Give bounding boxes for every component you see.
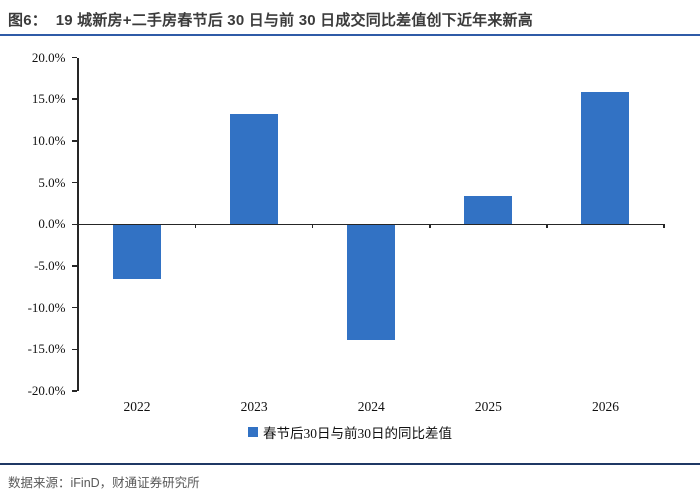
bar-2023 [230, 114, 279, 225]
footer-rule [0, 463, 700, 465]
y-axis-tick-label: -15.0% [27, 341, 66, 357]
title-underline-rule [0, 34, 700, 36]
y-axis-tick-label: 5.0% [38, 174, 66, 190]
x-axis-label-2026: 2026 [591, 399, 619, 414]
figure-label: 图6： [8, 12, 47, 29]
x-axis-label-2025: 2025 [474, 399, 502, 414]
x-axis-tick [429, 224, 431, 229]
x-axis-label-2024: 2024 [357, 399, 385, 414]
y-axis-tick [72, 181, 77, 184]
y-axis-tick [72, 390, 77, 392]
y-axis-tick [72, 223, 77, 226]
data-source-text: 数据来源：iFinD，财通证券研究所 [8, 476, 200, 490]
y-axis-tick [72, 140, 77, 142]
y-axis-tick [72, 265, 77, 267]
x-axis-tick [663, 224, 665, 229]
y-axis-tick-label: 20.0% [31, 49, 66, 65]
y-axis-tick [72, 306, 77, 309]
y-axis-tick-label: -20.0% [27, 383, 66, 399]
y-axis-tick [72, 348, 77, 351]
bar-2024 [347, 225, 396, 341]
bar-2026 [581, 91, 630, 225]
x-axis-tick [546, 224, 548, 229]
y-axis-tick-label: 15.0% [31, 91, 66, 107]
legend-marker-swatch [248, 427, 258, 437]
y-axis-line [77, 57, 79, 392]
y-axis-tick [72, 56, 77, 59]
x-axis-label-2022: 2022 [123, 399, 151, 414]
x-axis-tick [311, 224, 314, 229]
x-axis-line [78, 223, 664, 226]
figure-title-text: 19 城新房+二手房春节后 30 日与前 30 日成交同比差值创下近年来新高 [55, 12, 533, 29]
x-axis-label-2023: 2023 [240, 399, 268, 414]
y-axis-tick-label: 0.0% [38, 216, 66, 232]
bar-2022 [113, 225, 162, 280]
bar-2025 [464, 195, 513, 225]
y-axis-tick-label: -5.0% [34, 257, 66, 273]
x-axis-tick [194, 224, 197, 229]
chart-legend: 春节后30日与前30日的同比差值 [0, 422, 700, 442]
bar-chart: 20.0% 15.0% 10.0% 5.0% 0.0% -5.0% -10.0% -15.0%… [27, 49, 665, 414]
y-axis-tick-label: 10.0% [31, 132, 66, 148]
y-axis-tick-label: -10.0% [27, 299, 66, 315]
legend-series-label: 春节后30日与前30日的同比差值 [263, 426, 452, 441]
y-axis-tick [72, 98, 77, 100]
figure-title: 图6： 19 城新房+二手房春节后 30 日与前 30 日成交同比差值创下近年来… [8, 9, 696, 30]
